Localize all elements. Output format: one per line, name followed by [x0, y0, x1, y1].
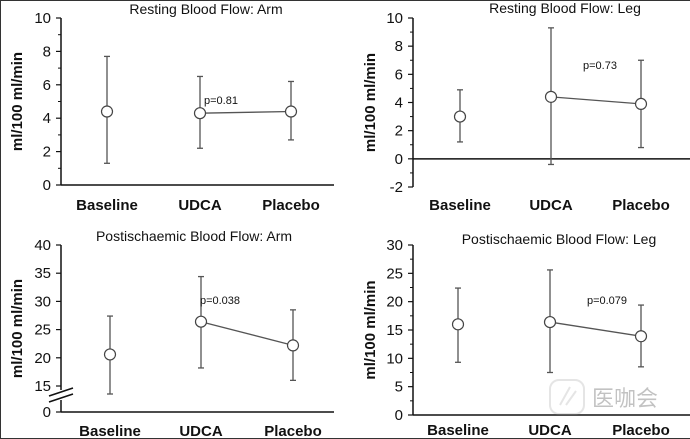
y-tick-label: 0	[395, 151, 403, 168]
watermark-logo-icon: 医咖会	[549, 379, 658, 415]
panel-postischaemic-leg: Postischaemic Blood Flow: Leg 0 5 10 15 20 25 3…	[362, 231, 690, 439]
x-category-label: Placebo	[612, 422, 670, 439]
connecting-line	[549, 321, 642, 337]
x-category-label: Baseline	[427, 422, 489, 439]
y-tick-label: 30	[34, 293, 51, 310]
y-axis-label: ml/100 ml/min	[362, 53, 379, 152]
data-point-udca	[544, 90, 558, 103]
y-axis-label: ml/100 ml/min	[362, 280, 379, 379]
watermark-text: 医咖会	[592, 386, 658, 411]
y-axis-label: ml/100 ml/min	[9, 279, 26, 378]
y-tick-label: 15	[386, 322, 403, 339]
y-tick-label: 0	[43, 177, 51, 194]
x-category-label: UDCA	[528, 422, 571, 439]
y-tick-label: 10	[386, 10, 403, 27]
p-value-annotation: p=0.038	[200, 295, 240, 307]
y-tick-label: 2	[395, 123, 403, 140]
chart-title: Postischaemic Blood Flow: Arm	[96, 228, 292, 244]
y-tick-label: -2	[390, 179, 403, 196]
y-axis-label: ml/100 ml/min	[9, 52, 26, 151]
y-tick-label: 40	[34, 237, 51, 254]
x-category-label: Placebo	[262, 197, 320, 214]
p-value-annotation: p=0.079	[587, 295, 627, 307]
y-tick-label: 25	[34, 322, 51, 339]
y-tick-label: 8	[43, 43, 51, 60]
y-tick-label: 8	[395, 38, 403, 55]
data-point-placebo	[286, 339, 300, 352]
x-category-label: Baseline	[429, 197, 491, 214]
y-tick-label: 15	[34, 378, 51, 395]
watermark: 医咖会	[548, 377, 688, 417]
chart-title: Resting Blood Flow: Arm	[129, 1, 282, 17]
connecting-line	[199, 110, 292, 114]
axis-break-mark-2	[48, 393, 74, 403]
y-tick-label: 25	[386, 265, 403, 282]
data-point-baseline	[451, 318, 465, 331]
x-category-label: Baseline	[79, 423, 141, 439]
y-tick-label: 4	[43, 110, 51, 127]
p-value-annotation: p=0.73	[583, 60, 617, 72]
x-category-label: Placebo	[612, 197, 670, 214]
data-point-placebo	[634, 97, 648, 111]
y-tick-label: 35	[34, 265, 51, 282]
y-tick-label: 20	[386, 294, 403, 311]
y-tick-label: 30	[386, 237, 403, 254]
data-point-placebo	[634, 330, 648, 343]
chart-title: Postischaemic Blood Flow: Leg	[462, 231, 657, 247]
panel-resting-leg: Resting Blood Flow: Leg -2 0 2 4 6 8 10 ml/100 m…	[362, 0, 690, 214]
y-tick-label: 4	[395, 95, 403, 112]
y-tick-label: 2	[43, 144, 51, 161]
panel-resting-arm: Resting Blood Flow: Arm 0 2 4 6 8 10 ml/100 ml/…	[9, 1, 334, 214]
y-tick-label: 10	[34, 10, 51, 27]
p-value-annotation: p=0.81	[204, 95, 238, 107]
y-tick-label: 0	[43, 404, 51, 421]
y-tick-label: 6	[395, 66, 403, 83]
x-category-label: Baseline	[76, 197, 138, 214]
data-point-baseline	[103, 348, 117, 361]
data-point-udca	[543, 315, 557, 329]
x-category-label: Placebo	[264, 423, 322, 439]
connecting-line	[550, 96, 642, 105]
data-point-udca	[194, 315, 208, 328]
x-category-label: UDCA	[179, 423, 222, 439]
x-category-label: UDCA	[178, 197, 221, 214]
data-point-baseline	[100, 105, 114, 118]
chart-title: Resting Blood Flow: Leg	[489, 0, 641, 16]
connecting-line	[200, 321, 294, 347]
data-point-baseline	[453, 110, 467, 123]
y-tick-label: 6	[43, 77, 51, 94]
y-tick-label: 0	[395, 407, 403, 424]
axis-break-mark-1	[48, 387, 74, 397]
data-point-udca	[193, 107, 207, 120]
y-tick-label: 5	[395, 379, 403, 396]
y-tick-label: 20	[34, 350, 51, 367]
y-tick-label: 10	[386, 350, 403, 367]
x-category-label: UDCA	[529, 197, 572, 214]
panel-postischaemic-arm: Postischaemic Blood Flow: Arm 0 15 20 25 30 35…	[9, 228, 334, 439]
data-point-placebo	[284, 105, 298, 118]
